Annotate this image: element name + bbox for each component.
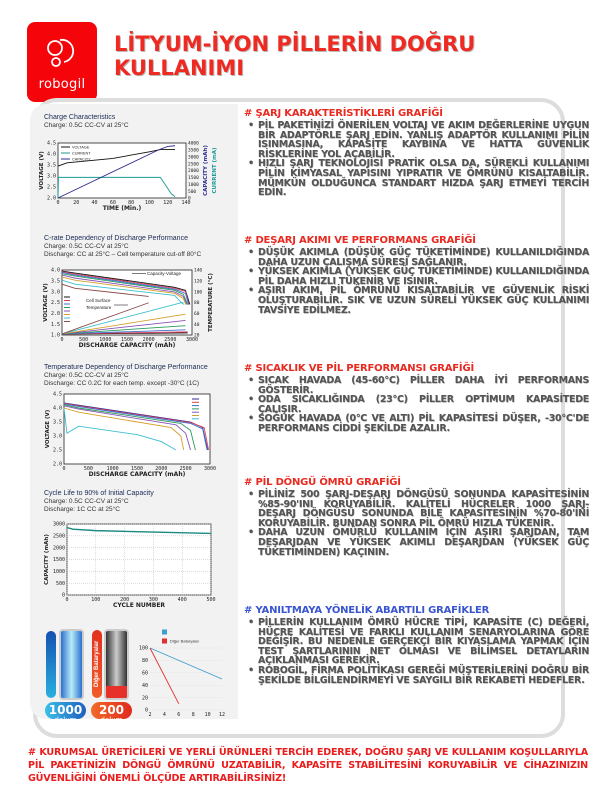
footer-message: # KURUMSAL ÜRETİCİLERİ VE YERLİ ÜRÜNLERİ… [28, 747, 588, 784]
bullet-list: PİLLERİN KULLANIM ÖMRÜ HÜCRE TİPİ, KAPAS… [244, 618, 589, 685]
info-section: # ŞARJ KARAKTERİSTİKLERİ GRAFİĞİ PİL PAKE… [244, 108, 589, 198]
page-title: LİTYUM-İYON PİLLERİN DOĞRU KULLANIMI [114, 32, 475, 80]
info-section: # DEŞARJ AKIMI VE PERFORMANS GRAFİĞİ DÜŞÜ… [244, 235, 589, 315]
bullet-item: PİLLERİN KULLANIM ÖMRÜ HÜCRE TİPİ, KAPAS… [248, 618, 589, 666]
title-line: KULLANIMI [114, 56, 245, 80]
bullet-list: DÜŞÜK AKIMLA (DÜŞÜK GÜÇ TÜKETİMİNDE) KUL… [244, 248, 589, 315]
info-section: # YANILTMAYA YÖNELİK ABARTILI GRAFİKLER P… [244, 605, 589, 685]
chart-title: Temperature Dependency of Discharge Perf… [44, 364, 208, 371]
chart4-caption: Cycle Life to 90% of Initial Capacity Cha… [44, 490, 154, 514]
cycle-unit: dolum [54, 716, 77, 724]
chart-subtitle: Charge: 0.5C CC-CV at 25°C [44, 243, 129, 250]
chart-subtitle: Discharge: 1C CC at 25°C [44, 506, 120, 513]
bullet-item: DÜŞÜK AKIMLA (DÜŞÜK GÜÇ TÜKETİMİNDE) KUL… [248, 248, 589, 267]
chart-subtitle: Discharge: CC 0.2C for each temp. except… [44, 380, 200, 387]
bullet-item: PİL PAKETİNİZİ ÖNERİLEN VOLTAJ VE AKIM D… [248, 121, 589, 159]
chart2-caption: C-rate Dependency of Discharge Performan… [44, 235, 201, 259]
section-heading: # ŞARJ KARAKTERİSTİKLERİ GRAFİĞİ [244, 108, 443, 119]
cycle-unit: dolum [100, 716, 123, 724]
chart-subtitle: Discharge: CC at 25°C – Cell temperature… [44, 251, 202, 258]
section-heading: # YANILTMAYA YÖNELİK ABARTILI GRAFİKLER [244, 605, 490, 616]
chart-title: C-rate Dependency of Discharge Performan… [44, 235, 188, 242]
title-line: LİTYUM-İYON PİLLERİN DOĞRU [114, 32, 476, 56]
info-section: # PİL DÖNGÜ ÖMRÜ GRAFİĞİ PİLİNİZ 500 ŞARJ… [244, 477, 589, 557]
chart1-caption: Charge Characteristics Charge: 0.5C CC-CV… [44, 114, 129, 130]
bullet-item: HIZLI ŞARJ TEKNOLOJİSİ PRATİK OLSA DA, S… [248, 159, 589, 197]
chart-title: Cycle Life to 90% of Initial Capacity [44, 490, 154, 497]
bullet-list: SICAK HAVADA (45-60°C) PİLLER DAHA İYİ P… [244, 376, 589, 434]
bullet-item: SICAK HAVADA (45-60°C) PİLLER DAHA İYİ P… [248, 376, 589, 395]
bullet-list: PİL PAKETİNİZİ ÖNERİLEN VOLTAJ VE AKIM D… [244, 121, 589, 198]
battery-side-bar [46, 631, 56, 698]
battery-icon [59, 629, 84, 700]
robogil-logo: robogil [27, 22, 97, 102]
bullet-item: SOĞUK HAVADA (0°C VE ALTI) PİL KAPASİTES… [248, 414, 589, 433]
cycle-count: 1000 [48, 703, 83, 717]
chart-title: Charge Characteristics [44, 114, 116, 121]
bullet-item: AŞIRI AKIM, PİL ÖMRÜNÜ KISALTABİLİR VE G… [248, 286, 589, 315]
other-battery-cycles-badge: 200 dolum [91, 702, 132, 724]
bullet-list: PİLİNİZ 500 ŞARJ-DEŞARJ DÖNGÜSÜ SONUNDA … [244, 490, 589, 557]
logo-text: robogil [38, 77, 86, 92]
other-battery-label: Diğer Bataryalar [92, 630, 102, 698]
other-battery-icon [104, 629, 129, 700]
section-heading: # DEŞARJ AKIMI VE PERFORMANS GRAFİĞİ [244, 235, 476, 246]
logo-mark-icon [47, 38, 75, 67]
bullet-item: ROBOGİL, FİRMA POLİTİKASI GEREĞİ MÜŞTERİ… [248, 666, 589, 685]
battery-cycles-badge: 1000 dolum [45, 702, 86, 724]
info-section: # SICAKLIK VE PİL PERFORMANSI GRAFİĞİ SIC… [244, 363, 589, 434]
section-heading: # PİL DÖNGÜ ÖMRÜ GRAFİĞİ [244, 477, 401, 488]
bullet-item: PİLİNİZ 500 ŞARJ-DEŞARJ DÖNGÜSÜ SONUNDA … [248, 490, 589, 528]
bullet-item: DAHA UZUN ÖMÜRLÜ KULLANIM İÇİN AŞIRI ŞAR… [248, 528, 589, 557]
bullet-item: YÜKSEK AKIMLA (YÜKSEK GÜÇ TÜKETİMİNDE) K… [248, 267, 589, 286]
chart3-caption: Temperature Dependency of Discharge Perf… [44, 364, 208, 388]
chart-subtitle: Charge: 0.5C CC-CV at 25°C [44, 498, 129, 505]
chart-subtitle: Charge: 0.5C CC-CV at 25°C [44, 122, 129, 129]
cycle-count: 200 [98, 703, 125, 717]
chart-subtitle: Charge: 0.5C CC-CV at 25°C [44, 372, 129, 379]
bullet-item: ODA SICAKLIĞINDA (23°C) PİLLER OPTİMUM K… [248, 395, 589, 414]
charts-panel [30, 104, 238, 719]
section-heading: # SICAKLIK VE PİL PERFORMANSI GRAFİĞİ [244, 363, 474, 374]
